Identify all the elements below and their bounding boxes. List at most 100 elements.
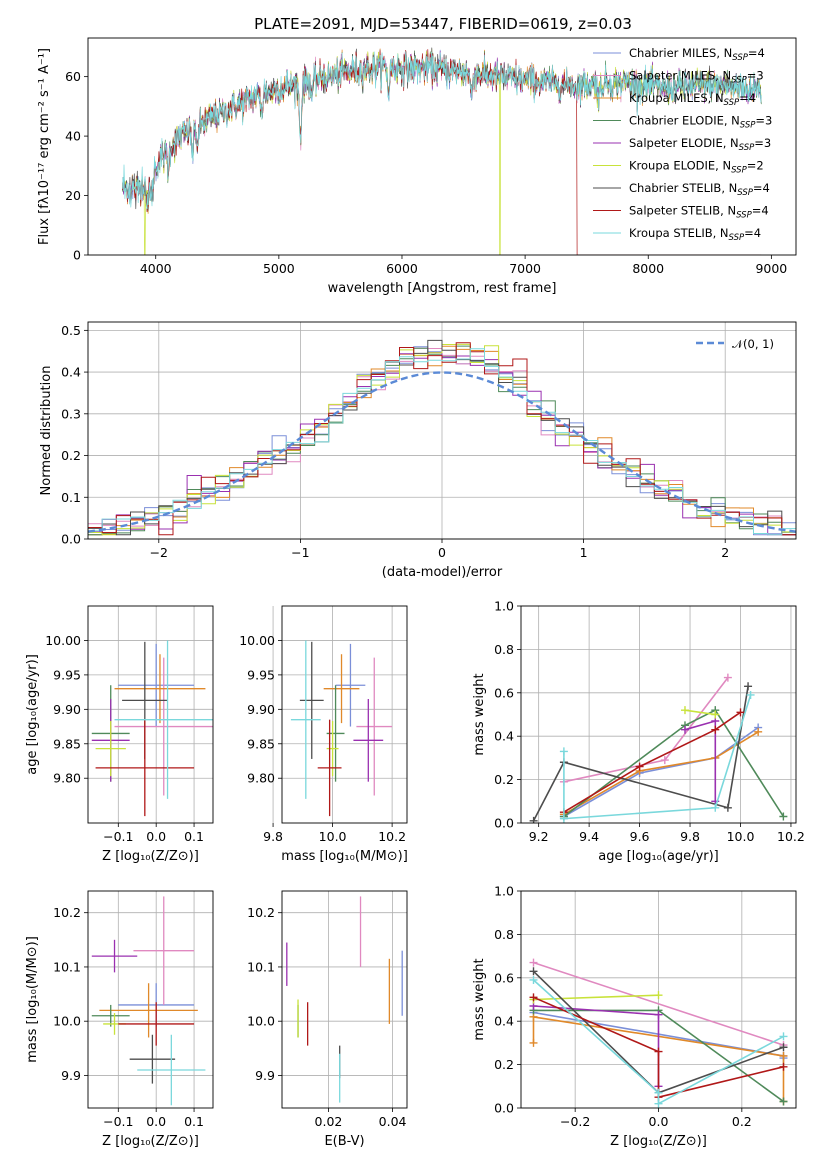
y-axis-label: mass weight bbox=[472, 958, 487, 1040]
x-tick-label: −1 bbox=[291, 545, 309, 560]
panel-mass_vs_Z: −0.1 0.0 0.1 9.9 10.0 10.1 10.2 Z [log₁₀(Z/Z⊙)]… bbox=[25, 890, 214, 1149]
data-point bbox=[114, 654, 206, 724]
y-tick-label: 0.4 bbox=[61, 365, 81, 380]
x-tick-label: 0.0 bbox=[146, 1114, 166, 1129]
y-tick-label: 10.1 bbox=[247, 959, 275, 974]
legend-entry: Salpeter STELIB, NSSP=4 bbox=[629, 204, 769, 221]
y-tick-label: 1.0 bbox=[494, 884, 514, 899]
weight-marker bbox=[723, 673, 732, 682]
legend-entry: Kroupa MILES, NSSP=4 bbox=[629, 91, 756, 108]
panel-weight_vs_Z: −0.2 0.0 0.2 0.0 0.2 0.4 0.6 0.8 1.0 Z [log₁₀(Z/Z… bbox=[472, 884, 797, 1149]
axes-overlay: 4000 5000 6000 7000 8000 9000 0 20 40 60 wavelengt… bbox=[37, 37, 797, 296]
weight-marker bbox=[754, 727, 763, 736]
weight-marker bbox=[654, 991, 663, 1000]
y-tick-label: 0.0 bbox=[494, 1101, 514, 1116]
weight-marker bbox=[779, 1032, 788, 1041]
axes-frame bbox=[520, 605, 797, 824]
weight-marker bbox=[559, 747, 568, 756]
weight-marker bbox=[723, 803, 732, 812]
x-tick-label: 0 bbox=[438, 545, 446, 560]
y-tick-label: 9.85 bbox=[247, 736, 275, 751]
x-tick-label: 9.6 bbox=[630, 829, 650, 844]
weight-line bbox=[563, 711, 741, 813]
plot-area bbox=[91, 896, 206, 1106]
x-tick-label: −2 bbox=[150, 545, 168, 560]
x-tick-label: −0.1 bbox=[103, 1114, 133, 1129]
panel-spectrum: 4000 5000 6000 7000 8000 9000 0 20 40 60 wavelengt… bbox=[37, 37, 797, 296]
x-tick-label: −0.1 bbox=[103, 829, 133, 844]
x-tick-label: 6000 bbox=[386, 261, 418, 276]
axes-overlay: 9.8 10.0 10.2 9.80 9.85 9.90 9.95 10.00 mass [lo… bbox=[239, 605, 408, 864]
axes-overlay: −0.1 0.0 0.1 9.80 9.85 9.90 9.95 10.00 Z [log₁₀(… bbox=[25, 605, 214, 864]
plot-area bbox=[529, 958, 788, 1108]
plot-area bbox=[286, 896, 403, 1103]
axes-frame bbox=[87, 890, 214, 1109]
x-tick-label: 0.1 bbox=[184, 829, 204, 844]
x-tick-label: 2 bbox=[721, 545, 729, 560]
weight-marker bbox=[529, 816, 538, 823]
data-point bbox=[95, 721, 126, 777]
y-tick-label: 1.0 bbox=[494, 599, 514, 614]
weight-marker bbox=[711, 710, 720, 719]
weight-marker bbox=[654, 1010, 663, 1019]
panel-age_vs_Z: −0.1 0.0 0.1 9.80 9.85 9.90 9.95 10.00 Z [log₁₀(… bbox=[25, 605, 214, 864]
x-axis-label: wavelength [Angstrom, rest frame] bbox=[328, 281, 557, 296]
legend-entry: Chabrier MILES, NSSP=4 bbox=[629, 46, 765, 63]
y-tick-label: 0 bbox=[73, 248, 81, 263]
y-tick-label: 9.95 bbox=[53, 667, 81, 682]
x-tick-label: 0.0 bbox=[649, 1114, 669, 1129]
data-point bbox=[99, 983, 198, 1038]
data-point bbox=[114, 640, 213, 799]
y-tick-label: 10.1 bbox=[53, 959, 81, 974]
figure-title: PLATE=2091, MJD=53447, FIBERID=0619, z=0… bbox=[254, 15, 632, 33]
data-point bbox=[129, 1034, 176, 1084]
weight-marker bbox=[711, 803, 720, 812]
weight-line bbox=[532, 686, 749, 822]
y-tick-label: 0.4 bbox=[494, 1014, 514, 1029]
y-tick-label: 10.0 bbox=[53, 1014, 81, 1029]
weight-marker bbox=[746, 690, 755, 699]
plot-area bbox=[122, 47, 762, 255]
plot-area bbox=[290, 640, 393, 817]
weight-marker bbox=[654, 1099, 663, 1108]
histogram-step bbox=[88, 342, 796, 536]
weight-marker bbox=[660, 756, 669, 765]
axes-overlay: −0.1 0.0 0.1 9.9 10.0 10.1 10.2 Z [log₁₀(Z/Z⊙)]… bbox=[25, 890, 214, 1149]
axes-frame bbox=[87, 37, 797, 256]
x-tick-label: 10.0 bbox=[727, 829, 755, 844]
axes-overlay: −2 −1 0 1 2 0.0 0.1 0.2 0.3 0.4 0.5 (data-model)/er… bbox=[39, 321, 797, 580]
data-point bbox=[114, 657, 213, 796]
data-point bbox=[335, 643, 366, 727]
weight-marker bbox=[529, 967, 538, 976]
data-point bbox=[290, 640, 321, 799]
legend-entry: Chabrier STELIB, NSSP=4 bbox=[629, 181, 770, 198]
data-point bbox=[91, 1004, 130, 1027]
data-point bbox=[317, 719, 342, 817]
histogram-step bbox=[88, 339, 796, 536]
x-tick-label: 0.04 bbox=[379, 1114, 407, 1129]
weight-marker bbox=[779, 812, 788, 821]
weight-marker bbox=[654, 1088, 663, 1097]
y-tick-label: 0.4 bbox=[494, 729, 514, 744]
y-tick-label: 10.2 bbox=[247, 905, 275, 920]
x-axis-label: Z [log₁₀(Z/Z⊙)] bbox=[610, 1134, 707, 1149]
legend-entry: 𝒩(0, 1) bbox=[732, 337, 774, 351]
y-tick-label: 0.6 bbox=[494, 685, 514, 700]
weight-marker bbox=[635, 762, 644, 771]
data-point bbox=[133, 896, 195, 1005]
x-tick-label: 0.2 bbox=[732, 1114, 752, 1129]
y-axis-label: mass [log₁₀(M/M⊙)] bbox=[25, 936, 40, 1063]
y-tick-label: 9.9 bbox=[61, 1068, 81, 1083]
y-tick-label: 0.2 bbox=[494, 1057, 514, 1072]
data-point bbox=[137, 1034, 206, 1106]
x-tick-label: 10.2 bbox=[777, 829, 805, 844]
y-tick-label: 20 bbox=[65, 188, 81, 203]
panel-mass_vs_EBV: 0.02 0.04 9.9 10.0 10.1 10.2 E(B-V) bbox=[247, 890, 408, 1149]
y-tick-label: 0.2 bbox=[494, 772, 514, 787]
y-tick-label: 10.0 bbox=[247, 1014, 275, 1029]
legend-entry: Kroupa STELIB, NSSP=4 bbox=[629, 226, 761, 243]
weight-line bbox=[563, 694, 752, 820]
y-tick-label: 0.8 bbox=[494, 642, 514, 657]
data-point bbox=[95, 719, 195, 817]
weight-marker bbox=[559, 814, 568, 823]
